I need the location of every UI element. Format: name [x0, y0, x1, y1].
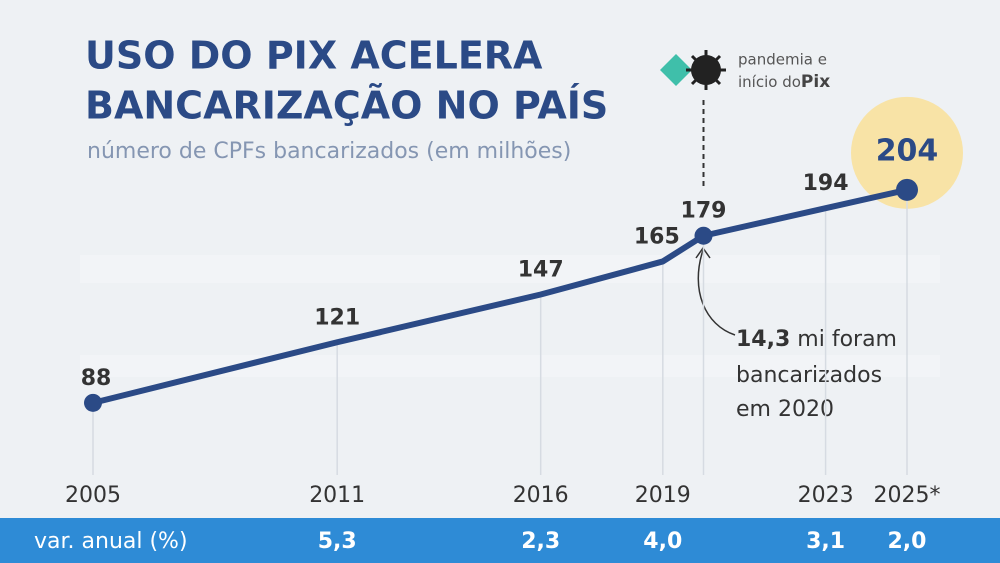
annotation-bold: 14,3 [736, 327, 790, 352]
x-tick-label: 2019 [635, 483, 691, 508]
value-label: 88 [81, 366, 112, 391]
annual-value: 3,1 [806, 529, 845, 554]
annotation: 14,3 mi foram [736, 327, 897, 352]
x-tick-label: 2011 [309, 483, 365, 508]
annual-value: 2,0 [888, 529, 927, 554]
value-label: 179 [681, 199, 727, 224]
point [896, 178, 918, 201]
annual-bar [0, 518, 1000, 563]
x-tick-label: 2023 [798, 483, 854, 508]
title-line: USO DO PIX ACELERA [85, 34, 543, 78]
x-tick-label: 2005 [65, 483, 121, 508]
subtitle: número de CPFs bancarizados (em milhões) [87, 139, 571, 164]
annual-value: 4,0 [643, 529, 682, 554]
point [694, 226, 713, 245]
event-label: pandemia e [738, 51, 827, 69]
x-tick-label: 2016 [513, 483, 569, 508]
value-label: 147 [518, 258, 564, 283]
highlight [851, 96, 963, 209]
title-line: BANCARIZAÇÃO NO PAÍS [85, 84, 608, 128]
event-label: Pix [801, 72, 830, 92]
annual-value: 5,3 [318, 529, 357, 554]
value-label: 194 [803, 171, 849, 196]
value-label: 165 [634, 224, 680, 249]
event-label: início doPix [738, 72, 830, 92]
annotation-text: mi foram [797, 327, 897, 352]
line [92, 186, 908, 406]
annotation-text: bancarizados [736, 363, 882, 388]
annual-label: var. anual (%) [34, 529, 188, 554]
event-label: início do [738, 73, 801, 91]
annotation-text: em 2020 [736, 397, 834, 422]
x-tick-label: 2025* [874, 483, 941, 508]
point [84, 393, 102, 412]
event-icon [660, 50, 726, 90]
value-label: 204 [876, 133, 939, 168]
annual-value: 2,3 [521, 529, 560, 554]
value-label: 121 [314, 305, 360, 330]
decor [80, 255, 940, 377]
